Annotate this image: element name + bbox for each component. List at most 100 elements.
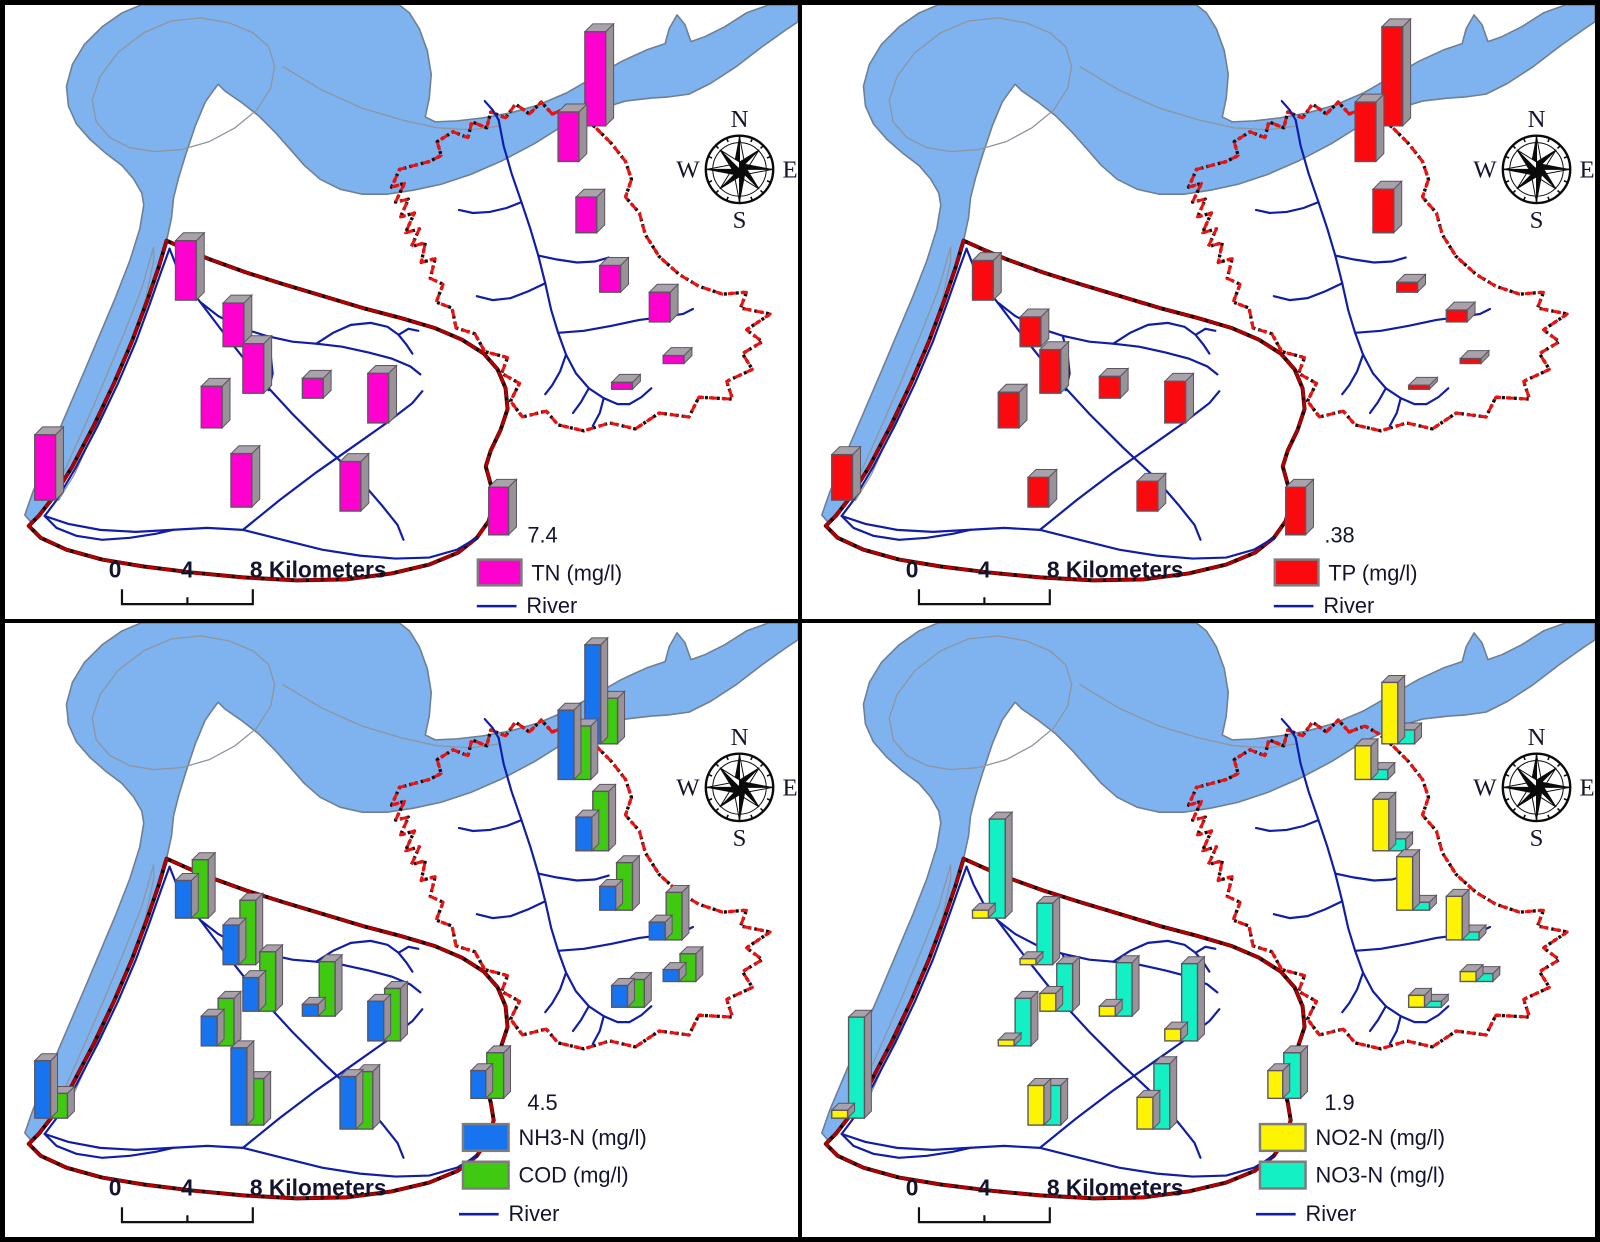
river-right-6: [1341, 353, 1365, 396]
site-R2: [556, 102, 589, 163]
river-left-8: [241, 390, 424, 531]
map-canvas-no2-no3: N S W E 0 4 8 Kilometers 1.9 NO2-N (mg/l) NO3-N (…: [821, 623, 1595, 1226]
site-R7: [1407, 987, 1450, 1009]
legend-river-label: River: [1306, 1201, 1357, 1226]
compass-south-label: S: [733, 207, 747, 234]
water-body: [821, 5, 1595, 523]
site-L7-bar: [830, 445, 862, 502]
site-L8-bar: [229, 444, 261, 509]
river-right-0: [497, 118, 631, 406]
river-left-4: [199, 919, 405, 1159]
compass-east-label: E: [1580, 156, 1595, 183]
site-L7: [830, 445, 862, 502]
legend-bar-symbol-1: [469, 1062, 494, 1100]
site-R4: [1395, 848, 1438, 912]
scale-bar: 0 4 8 Kilometers: [906, 556, 1184, 606]
river-right-6: [544, 971, 568, 1014]
site-L5-bar: [1098, 367, 1130, 400]
site-R3-bar: [574, 188, 606, 234]
inner-shoreline: [888, 17, 1073, 153]
legend-swatch-1: [1258, 1160, 1307, 1190]
legend-river-label: River: [509, 1201, 560, 1226]
site-L6-bar-1: [1163, 1020, 1189, 1043]
compass-east-label: E: [783, 774, 798, 801]
site-L2-bar: [1018, 307, 1051, 348]
scale-tick-0: 0: [906, 556, 919, 582]
site-R6: [661, 346, 694, 365]
legend-reference-value: 7.4: [527, 523, 557, 548]
compass-north-label: N: [1528, 106, 1546, 133]
site-R2: [556, 702, 599, 781]
legend-swatch-0: [1258, 1122, 1307, 1153]
site-L7-bar: [33, 425, 65, 502]
site-L9-bar-1: [338, 1068, 365, 1131]
site-R7-bar-1: [1407, 987, 1433, 1009]
compass-north-label: N: [1528, 724, 1546, 751]
river-left-7: [43, 514, 175, 541]
river-left-7: [43, 1132, 175, 1159]
scale-tick-0: 0: [906, 1174, 919, 1200]
river-right-3: [537, 254, 610, 264]
site-L7-bar-2: [847, 1009, 873, 1120]
site-L1: [174, 231, 206, 302]
compass-north-label: N: [731, 106, 749, 133]
site-L3-bar: [1038, 340, 1070, 395]
site-L6: [1163, 955, 1206, 1043]
site-L2-bar-1: [221, 916, 248, 966]
site-L5: [301, 369, 333, 400]
site-R5-bar-1: [1445, 888, 1471, 942]
right-watershed-boundary: [1187, 718, 1569, 1051]
river-left-2: [1194, 945, 1217, 954]
river-left-2: [397, 945, 420, 954]
site-L2: [221, 293, 254, 348]
compass-west-label: W: [676, 156, 700, 183]
site-R5: [648, 283, 680, 324]
site-L4-bar: [200, 377, 232, 430]
river-right-3: [1334, 254, 1407, 264]
site-L3: [1038, 340, 1070, 395]
site-R3-bar-1: [1371, 791, 1397, 852]
site-L5: [301, 953, 344, 1018]
site-L1-bar: [174, 231, 206, 302]
site-L9: [338, 1063, 381, 1131]
river-right-7: [571, 1005, 590, 1033]
compass-west-label: W: [1473, 774, 1497, 801]
site-R2: [1353, 737, 1396, 781]
site-L5-bar-1: [1098, 998, 1124, 1018]
legend-series-label: TP (mg/l): [1328, 560, 1417, 585]
site-R6: [1458, 349, 1491, 365]
site-L7-bar-1: [830, 1102, 856, 1120]
site-L1: [971, 251, 1003, 302]
river-right-2: [457, 818, 523, 833]
river-left-8: [1038, 1008, 1221, 1149]
site-R4: [598, 854, 641, 912]
river-right-8: [591, 1015, 605, 1045]
site-R2-bar-1: [556, 702, 583, 781]
panel-tn: N S W E 0 4 8 Kilometers 7.4 TN (mg/l) River: [5, 5, 798, 619]
site-R7-bar: [610, 373, 642, 391]
site-L3: [1038, 955, 1081, 1013]
site-R7: [610, 373, 642, 391]
river-right-8: [591, 397, 605, 427]
site-L4-bar-2: [1013, 990, 1040, 1048]
site-L5-bar: [301, 369, 333, 400]
compass-west-label: W: [1473, 156, 1497, 183]
site-L4: [997, 990, 1040, 1048]
site-L4: [200, 377, 232, 430]
legend-swatch-tp: [1273, 558, 1320, 587]
river-left-8: [1038, 390, 1221, 531]
right-watershed-boundary: [390, 100, 772, 433]
site-R4: [598, 256, 630, 294]
site-L2: [1018, 307, 1051, 348]
site-L1-bar-1: [971, 902, 997, 920]
map-canvas-tp: N S W E 0 4 8 Kilometers .38 TP (mg/l) River: [821, 5, 1595, 618]
site-R5: [1445, 300, 1477, 324]
bar-symbols-nh3-cod: [33, 636, 705, 1131]
site-L2: [1018, 895, 1061, 966]
site-L9-bar-1: [1135, 1089, 1162, 1131]
river-right-1: [483, 717, 500, 739]
river-right-1: [483, 99, 500, 121]
site-R2-bar: [556, 102, 589, 163]
site-L3-bar: [241, 334, 273, 395]
site-L3-bar-1: [241, 969, 267, 1013]
